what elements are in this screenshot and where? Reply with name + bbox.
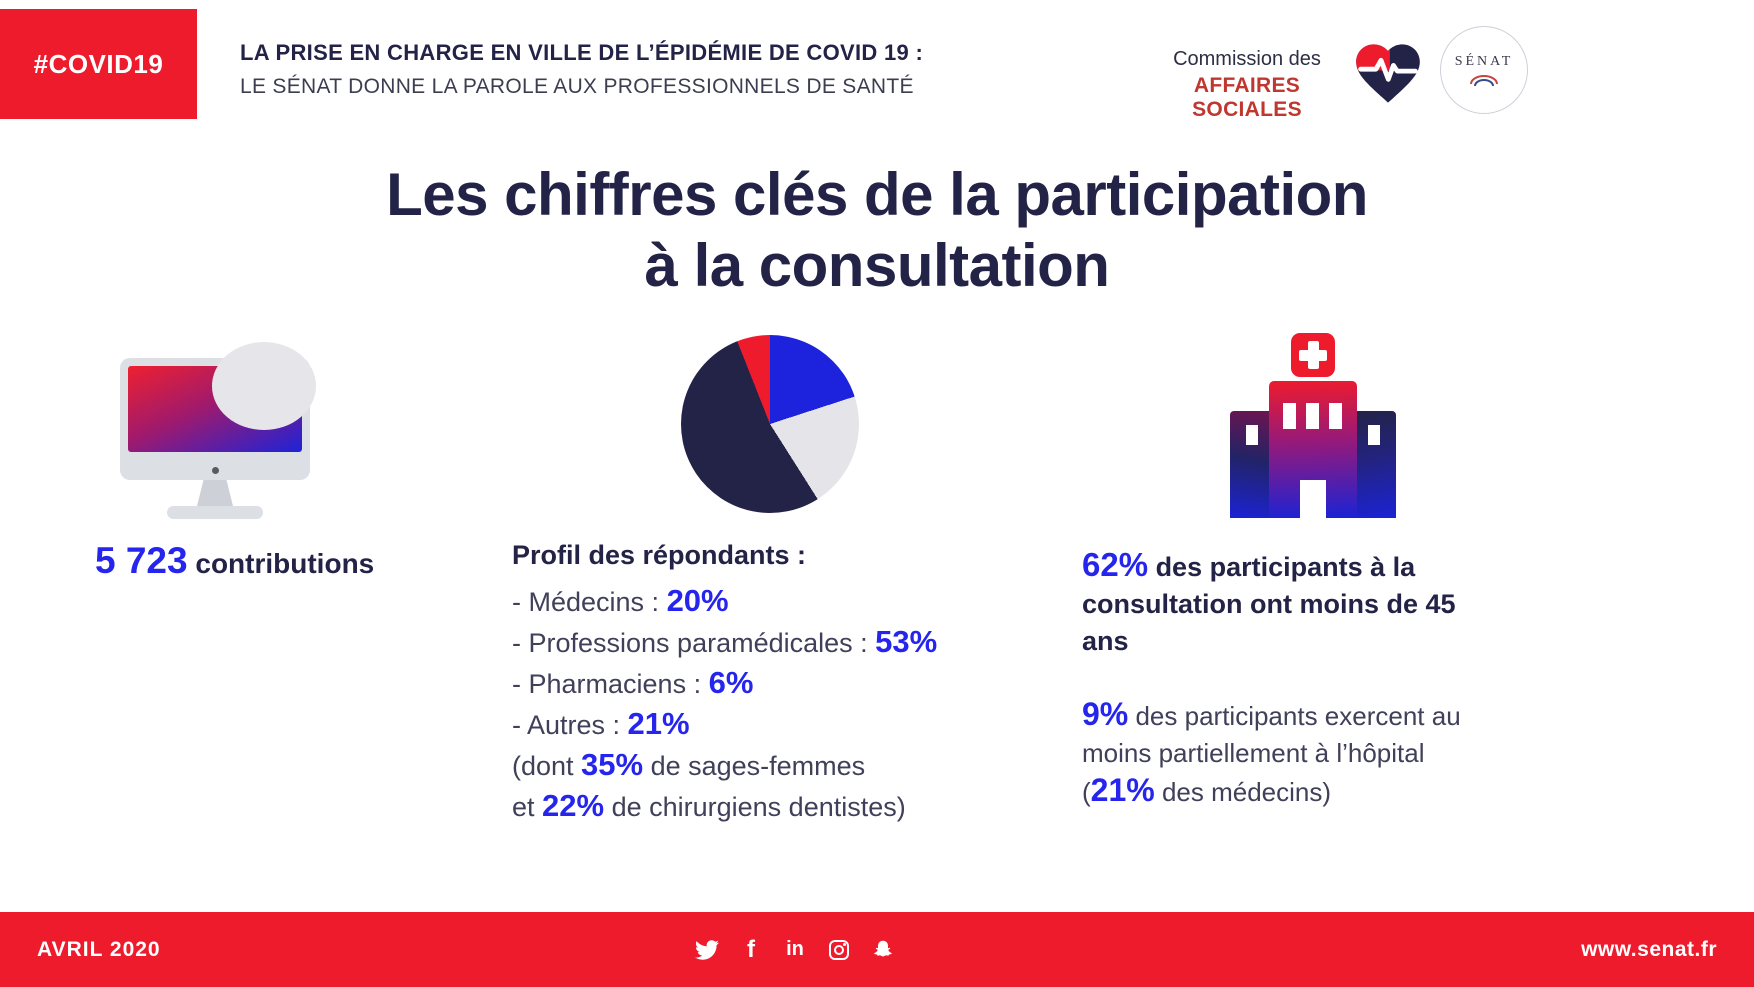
covid19-hashtag-badge: #COVID19: [0, 9, 197, 119]
profile-item-paramedicales: - Professions paramédicales : 53%: [512, 622, 982, 663]
participants-stats: 62% des participants à la consultation o…: [1082, 546, 1492, 811]
stat-value: 21%: [1090, 772, 1155, 808]
senat-logo-motif: [1470, 74, 1498, 86]
note-value: 22%: [542, 788, 605, 823]
stat-text: des médecins): [1154, 777, 1332, 807]
linkedin-icon[interactable]: in: [786, 938, 804, 960]
header-titles: LA PRISE EN CHARGE EN VILLE DE L’ÉPIDÉMI…: [240, 40, 923, 99]
hashtag-label: #COVID19: [33, 48, 164, 79]
stat-text: (: [1082, 777, 1091, 807]
hospital-window: [1306, 403, 1319, 429]
note-text: (dont: [512, 751, 582, 781]
profile-item-value: 20%: [666, 583, 729, 618]
profile-item-label: - Professions paramédicales :: [512, 628, 876, 658]
profile-item-label: - Autres :: [512, 710, 628, 740]
hospital-window: [1329, 403, 1342, 429]
stat-under-45: 62% des participants à la consultation o…: [1082, 546, 1492, 660]
profile-item-label: - Médecins :: [512, 587, 667, 617]
profile-item-autres: - Autres : 21%: [512, 704, 982, 745]
header-title-sub: LE SÉNAT DONNE LA PAROLE AUX PROFESSIONN…: [240, 75, 914, 98]
page-title-line2: à la consultation: [644, 231, 1110, 299]
stat-text: des participants exercent au moins parti…: [1082, 701, 1461, 768]
heartbeat-icon: [1348, 38, 1428, 113]
social-links: f in: [694, 935, 896, 963]
footer-bar: AVRIL 2020 f in www.senat.fr: [0, 912, 1754, 987]
stat-text: des participants à la consultation ont m…: [1082, 552, 1456, 656]
profile-item-value: 21%: [627, 706, 690, 741]
profile-item-value: 53%: [875, 624, 938, 659]
contributions-value: 5 723: [95, 540, 188, 581]
monitor-camera-dot: [212, 467, 219, 474]
commission-block: Commission des AFFAIRES SOCIALES: [1152, 48, 1342, 122]
snapchat-icon[interactable]: [870, 937, 896, 963]
stat-value: 62%: [1082, 546, 1149, 583]
pie-chart: [681, 335, 859, 513]
senat-logo-text: SÉNAT: [1454, 53, 1514, 69]
page-title-line1: Les chiffres clés de la participation: [386, 161, 1368, 228]
hospital-door: [1300, 480, 1326, 518]
facebook-icon[interactable]: f: [747, 935, 755, 963]
monitor-stand-base: [167, 506, 263, 519]
hospital-cross-sign: [1291, 333, 1335, 377]
commission-label-top: Commission des: [1173, 48, 1321, 70]
commission-label-bottom: AFFAIRES SOCIALES: [1192, 74, 1302, 121]
profile-item-label: - Pharmaciens :: [512, 669, 709, 699]
stat-value: 9%: [1082, 696, 1129, 732]
page-title: Les chiffres clés de la participation à …: [0, 160, 1754, 302]
monitor-stand-neck: [197, 480, 233, 506]
footer-website-link[interactable]: www.senat.fr: [1581, 937, 1717, 961]
stat-hospital-practice: 9% des participants exercent au moins pa…: [1082, 696, 1492, 811]
hospital-window: [1246, 425, 1258, 445]
profile-item-value: 6%: [708, 665, 754, 700]
hospital-window: [1368, 425, 1380, 445]
profile-note-line2: et 22% de chirurgiens dentistes): [512, 786, 982, 827]
profile-item-medecins: - Médecins : 20%: [512, 581, 982, 622]
hospital-window: [1283, 403, 1296, 429]
header-title-main: LA PRISE EN CHARGE EN VILLE DE L’ÉPIDÉMI…: [240, 40, 924, 65]
respondents-profile: Profil des répondants : - Médecins : 20%…: [512, 540, 982, 827]
note-value: 35%: [581, 747, 644, 782]
speech-bubble-icon: [212, 342, 316, 430]
twitter-icon[interactable]: [694, 937, 720, 963]
note-text: de chirurgiens dentistes): [604, 792, 906, 822]
profile-heading: Profil des répondants :: [512, 540, 807, 570]
note-text: de sages-femmes: [643, 751, 866, 781]
hospital-icon: [1228, 333, 1398, 518]
instagram-icon[interactable]: [826, 937, 852, 963]
computer-monitor-icon: [118, 342, 348, 532]
profile-note-line1: (dont 35% de sages-femmes: [512, 745, 982, 786]
senat-logo: SÉNAT: [1440, 26, 1528, 114]
profile-item-pharmaciens: - Pharmaciens : 6%: [512, 663, 982, 704]
contributions-label: contributions: [195, 548, 375, 579]
note-text: et: [512, 792, 543, 822]
contributions-stat: 5 723 contributions: [95, 540, 425, 582]
footer-date: AVRIL 2020: [37, 937, 161, 961]
